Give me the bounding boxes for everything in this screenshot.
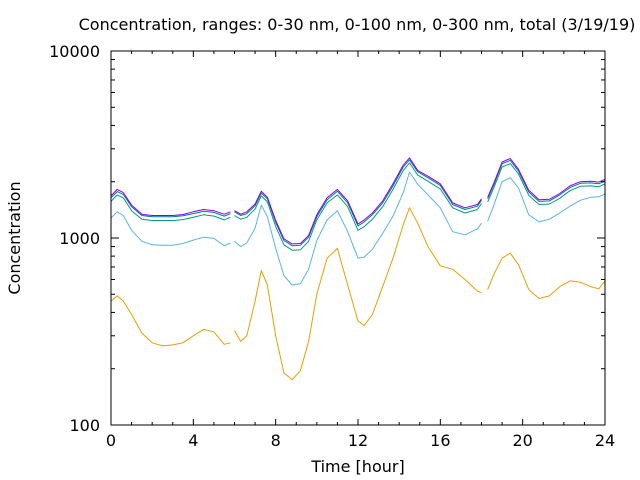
series-line-2 <box>110 171 606 286</box>
y-tick-label: 10000 <box>49 42 100 61</box>
x-tick-label: 4 <box>188 431 198 450</box>
y-tick-label: 1000 <box>59 229 100 248</box>
series-line-4 <box>110 159 606 247</box>
y-axis: 100 1000 10000 <box>49 42 605 435</box>
series-line-5 <box>110 157 606 245</box>
x-axis: 0 4 8 12 16 20 24 <box>106 51 615 450</box>
chart-title: Concentration, ranges: 0-30 nm, 0-100 nm… <box>79 15 636 34</box>
x-axis-title: Time [hour] <box>310 457 404 476</box>
x-tick-label: 20 <box>512 431 532 450</box>
series-line-3 <box>110 162 606 251</box>
y-axis-title: Concentration <box>5 181 24 294</box>
series-layer <box>110 157 606 381</box>
x-tick-label: 12 <box>348 431 368 450</box>
plot-frame <box>110 50 606 426</box>
y-tick-label: 100 <box>69 416 100 435</box>
x-tick-label: 16 <box>430 431 450 450</box>
x-tick-label: 0 <box>106 431 116 450</box>
x-tick-label: 24 <box>595 431 615 450</box>
series-line-1 <box>110 207 606 381</box>
x-tick-label: 8 <box>271 431 281 450</box>
